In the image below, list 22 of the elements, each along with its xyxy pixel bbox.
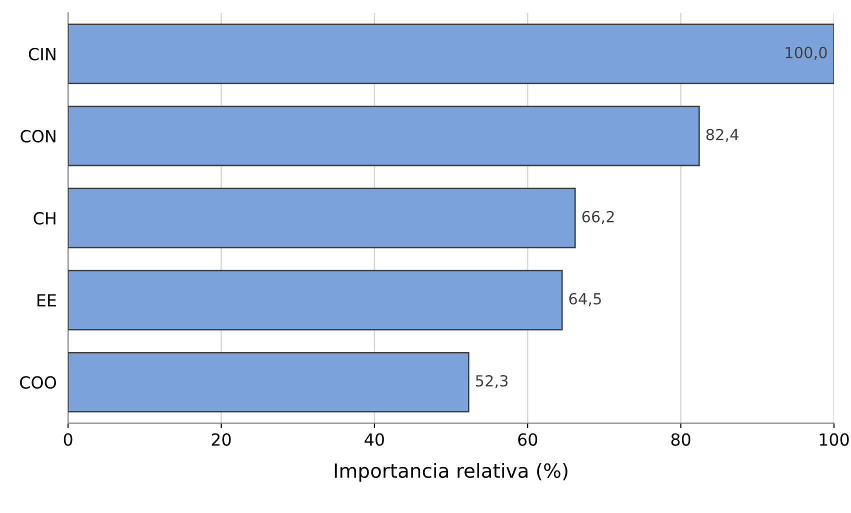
x-tick-label: 100 [820, 433, 849, 446]
y-tick-label: EE [38, 294, 56, 306]
bar [68, 270, 563, 330]
x-tick-label: 60 [518, 433, 538, 446]
x-tick-label: 20 [212, 433, 231, 446]
y-tick-label: CIN [28, 48, 56, 60]
data-label: 64,5 [569, 292, 601, 306]
x-tick-label: 40 [364, 433, 384, 446]
bar [68, 188, 576, 248]
data-label: 82,4 [706, 128, 738, 142]
data-label: 66,2 [582, 210, 614, 224]
data-label: 100,0 [786, 46, 827, 60]
bar [68, 352, 470, 412]
x-axis-title: Importancia relativa (%) [334, 462, 568, 482]
y-tick-label: CH [34, 212, 56, 225]
bar [68, 106, 700, 166]
x-tick-label: 80 [671, 433, 690, 446]
y-tick-label: CON [20, 130, 56, 143]
bar [68, 24, 834, 84]
data-label: 52,3 [476, 375, 508, 388]
y-tick-label: COO [20, 376, 56, 389]
x-tick-label: 0 [64, 433, 72, 446]
